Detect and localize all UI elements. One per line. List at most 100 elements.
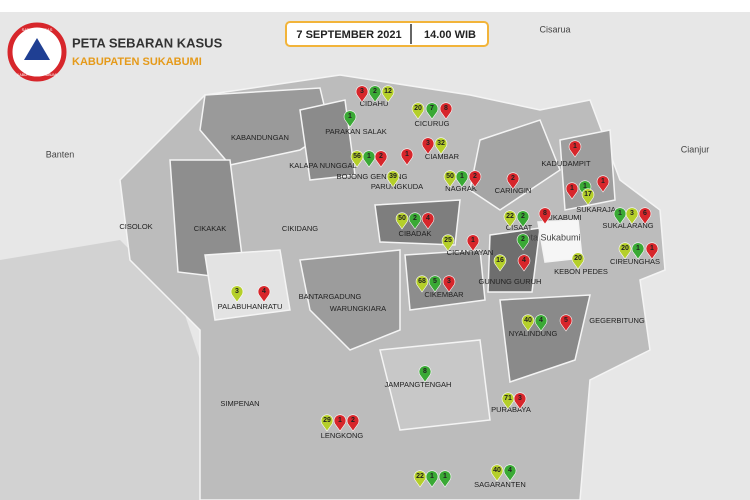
case-pin: 3 [230, 285, 244, 303]
pin-count: 20 [621, 245, 629, 252]
pin-count: 2 [351, 417, 355, 424]
pin-shape [411, 102, 425, 120]
pin-count: 1 [460, 173, 464, 180]
pin-shape [257, 285, 271, 303]
pin-count: 4 [426, 215, 430, 222]
pin-shape [645, 242, 659, 260]
pin-shape [493, 254, 507, 272]
case-pin: 68 [415, 275, 429, 293]
case-pin: 1 [578, 180, 592, 198]
district-label: GEGERBITUNG [589, 316, 645, 325]
pin-count: 2 [413, 215, 417, 222]
district-label: KABANDUNGAN [231, 133, 289, 142]
sea [0, 240, 200, 500]
district-label: WARUNGKIARA [330, 304, 386, 313]
district-label: KADUDAMPIT [541, 159, 591, 168]
pin-count: 1 [348, 113, 352, 120]
district-label: BANTARGADUNG [299, 292, 362, 301]
pin-shape [571, 252, 585, 270]
case-pin: 7 [425, 102, 439, 120]
pin-shape [490, 464, 504, 482]
pin-count: 16 [496, 257, 504, 264]
case-pin: 17 [581, 188, 595, 206]
pin-count: 3 [235, 288, 239, 295]
pin-shape [538, 207, 552, 225]
pin-shape [466, 234, 480, 252]
pin-count: 3 [630, 210, 634, 217]
district-label: CISAAT [506, 223, 533, 232]
case-pin: 1 [466, 234, 480, 252]
pin-count: 1 [570, 185, 574, 192]
title: PETA SEBARAN KASUS [72, 35, 223, 50]
pin-shape [565, 182, 579, 200]
pin-count: 5 [433, 278, 437, 285]
district-label: CARINGIN [495, 186, 532, 195]
case-pin: 12 [381, 85, 395, 103]
case-pin: 2 [516, 210, 530, 228]
pin-count: 40 [524, 317, 532, 324]
case-pin: 20 [618, 242, 632, 260]
pin-count: 4 [262, 288, 266, 295]
pin-count: 40 [493, 467, 501, 474]
pin-count: 25 [444, 237, 452, 244]
case-pin: 1 [362, 150, 376, 168]
pin-count: 1 [471, 237, 475, 244]
pin-shape [425, 470, 439, 488]
district-label: JAMPANGTENGAH [385, 380, 452, 389]
district-label: PALABUHANRATU [218, 302, 283, 311]
case-pin: 5 [428, 275, 442, 293]
pin-count: 8 [444, 105, 448, 112]
case-pin: 2 [408, 212, 422, 230]
case-pin: 5 [559, 314, 573, 332]
district-label: CIBADAK [399, 229, 432, 238]
pin-shape [516, 233, 530, 251]
case-pin: 32 [434, 137, 448, 155]
case-pin: 25 [441, 234, 455, 252]
pin-count: 7 [430, 105, 434, 112]
pin-count: 56 [353, 153, 361, 160]
case-pin: 4 [257, 285, 271, 303]
case-pin: 71 [501, 392, 515, 410]
district-label: PARUNGKUDA [371, 182, 423, 191]
case-pin: 3 [625, 207, 639, 225]
case-pin: 1 [596, 175, 610, 193]
pin-shape [501, 392, 515, 410]
pin-shape [421, 137, 435, 155]
pin-shape [413, 470, 427, 488]
pin-count: 1 [405, 151, 409, 158]
case-pin: 1 [438, 470, 452, 488]
case-pin: 1 [645, 242, 659, 260]
pin-shape [516, 210, 530, 228]
case-pin: 3 [355, 85, 369, 103]
logo-triangle [24, 38, 50, 60]
pin-count: 1 [650, 245, 654, 252]
case-pin: 20 [571, 252, 585, 270]
pin-shape [581, 188, 595, 206]
logo-text: SATUAN TUGAS [22, 27, 53, 32]
district-label: SUKARAJA [576, 205, 616, 214]
pin-count: 68 [418, 278, 426, 285]
case-pin: 8 [538, 207, 552, 225]
case-pin: 40 [521, 314, 535, 332]
pin-shape [441, 234, 455, 252]
district-label: SIMPENAN [220, 399, 259, 408]
case-pin: 1 [333, 414, 347, 432]
pin-shape [439, 102, 453, 120]
pin-shape [395, 212, 409, 230]
district-label: CIKIDANG [282, 224, 318, 233]
case-pin: 4 [503, 464, 517, 482]
case-pin: 2 [368, 85, 382, 103]
district-label: CICURUG [415, 119, 450, 128]
case-pin: 40 [490, 464, 504, 482]
pin-shape [442, 275, 456, 293]
pin-shape [468, 170, 482, 188]
case-pin: 4 [534, 314, 548, 332]
pin-count: 1 [573, 143, 577, 150]
region [204, 249, 291, 321]
pin-shape [421, 212, 435, 230]
pin-count: 12 [384, 88, 392, 95]
top-band [0, 0, 750, 12]
pin-shape [381, 85, 395, 103]
case-pin: 6 [638, 207, 652, 225]
